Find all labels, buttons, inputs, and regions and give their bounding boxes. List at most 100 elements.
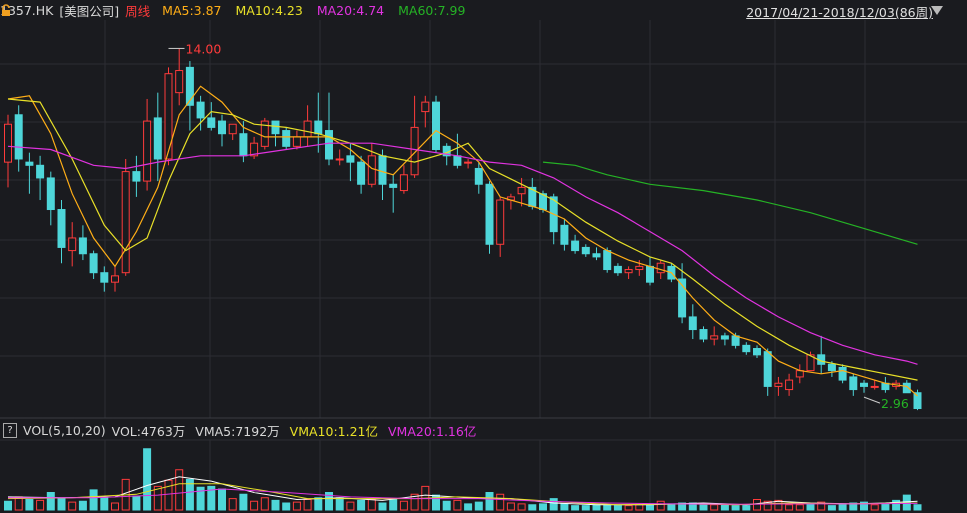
volume-bar xyxy=(731,505,740,511)
volume-bar xyxy=(506,502,515,511)
candle xyxy=(817,354,826,365)
volume-bar xyxy=(763,500,772,511)
volume-bar xyxy=(121,478,130,511)
period-selector[interactable]: 周线 xyxy=(125,3,151,19)
candle xyxy=(624,269,633,274)
ma5-line xyxy=(7,85,918,397)
volume-bar xyxy=(421,485,430,511)
volume-bar xyxy=(817,501,826,511)
volume-bar xyxy=(860,501,868,511)
candle xyxy=(111,275,119,283)
volume-bar xyxy=(250,500,259,511)
ma20-line xyxy=(7,142,918,365)
volume-bar xyxy=(314,497,323,511)
candle xyxy=(603,250,612,271)
candle xyxy=(218,120,226,135)
chart-header: 1357.HK [美图公司] 周线 MA5:3.87 MA10:4.23 MA2… xyxy=(0,0,967,20)
stock-code[interactable]: 1357.HK xyxy=(0,2,54,18)
candle xyxy=(742,344,751,353)
volume-bar xyxy=(271,499,280,511)
vol-value: VOL:4763万 xyxy=(111,423,186,439)
candle xyxy=(753,348,761,356)
candle xyxy=(870,385,879,388)
candle xyxy=(581,246,590,255)
volume-header: ? VOL(5,10,20) VOL:4763万 VMA5:7192万 VMA1… xyxy=(0,420,486,440)
candle xyxy=(720,335,729,340)
candle xyxy=(57,209,66,248)
volume-bar xyxy=(207,485,216,511)
volume-bar xyxy=(335,497,344,511)
volume-bar xyxy=(774,499,783,511)
candle xyxy=(78,237,87,255)
volume-bar xyxy=(25,499,34,511)
candle xyxy=(902,382,911,394)
annotation-arrow xyxy=(863,396,881,404)
candle xyxy=(785,379,794,391)
volume-bar xyxy=(753,499,761,511)
candle xyxy=(367,155,376,185)
volume-bar xyxy=(100,497,109,511)
volume-bar xyxy=(453,499,462,511)
low-price-label: 2.96 xyxy=(881,396,909,411)
date-range[interactable]: 2017/04/21-2018/12/03(86周) xyxy=(746,5,933,20)
volume-bar xyxy=(581,505,590,511)
candle xyxy=(763,351,772,387)
candle xyxy=(881,382,890,391)
candle xyxy=(335,158,344,161)
vma10-line xyxy=(7,483,918,506)
volume-bar xyxy=(4,500,12,511)
volume-bar xyxy=(571,505,580,511)
candle xyxy=(271,120,280,135)
candle xyxy=(892,382,901,387)
candle xyxy=(635,265,644,271)
volume-bar xyxy=(260,497,269,511)
volume-bar xyxy=(806,503,815,511)
volume-bar xyxy=(218,488,226,511)
candle xyxy=(346,155,355,163)
help-icon[interactable]: ? xyxy=(3,422,17,438)
candle xyxy=(806,354,815,372)
volume-bar xyxy=(688,502,697,511)
candle xyxy=(196,101,205,119)
candle xyxy=(250,142,259,157)
volume-bar xyxy=(656,500,665,511)
vma20-line xyxy=(8,488,918,505)
ma60-label: MA60:7.99 xyxy=(398,2,466,18)
candle xyxy=(357,161,366,185)
vma5-line xyxy=(7,476,918,506)
candle xyxy=(464,161,473,164)
volume-bar xyxy=(646,503,654,511)
candle xyxy=(432,101,440,151)
candle xyxy=(731,335,740,346)
candle xyxy=(656,262,665,274)
candle xyxy=(153,117,162,160)
volume-bar xyxy=(485,492,494,511)
candle xyxy=(314,120,323,135)
candle xyxy=(496,199,505,245)
candle xyxy=(442,145,451,157)
volume-bar xyxy=(613,505,622,511)
candle xyxy=(164,73,173,160)
ma5-label: MA5:3.87 xyxy=(162,2,222,18)
volume-bar xyxy=(624,505,633,511)
candle xyxy=(4,123,12,163)
volume-bar xyxy=(46,492,55,511)
vol-params-label: VOL(5,10,20) xyxy=(23,422,106,438)
candle xyxy=(688,316,697,331)
candle xyxy=(14,114,23,160)
candle xyxy=(121,171,130,274)
volume-bar xyxy=(592,504,601,511)
candle xyxy=(175,70,184,94)
lock-icon[interactable] xyxy=(0,4,12,16)
range-dropdown-icon[interactable] xyxy=(931,6,943,15)
volume-bar xyxy=(410,493,419,511)
volume-bar xyxy=(68,501,77,511)
candle xyxy=(100,272,109,283)
volume-bar xyxy=(378,502,387,511)
candle xyxy=(282,130,291,147)
volume-bar xyxy=(367,499,376,511)
candle xyxy=(474,167,483,185)
volume-bar xyxy=(849,502,858,511)
candle xyxy=(485,183,494,245)
candle xyxy=(517,186,526,195)
